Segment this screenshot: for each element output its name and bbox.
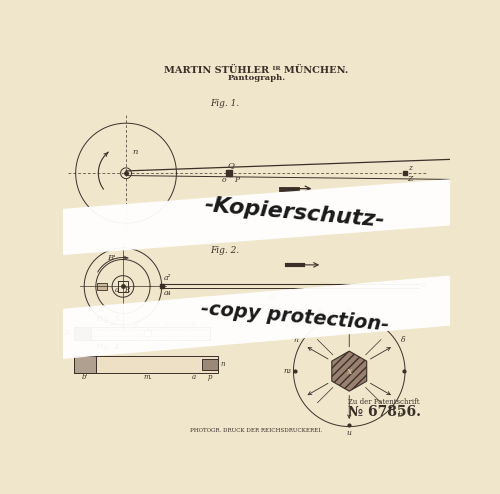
Text: Pantograph.: Pantograph.	[227, 74, 286, 82]
Text: u: u	[420, 281, 426, 289]
Text: a: a	[192, 373, 196, 381]
Text: PHOTOGR. DRUCK DER REICHSDRUCKEREI.: PHOTOGR. DRUCK DER REICHSDRUCKEREI.	[190, 428, 322, 433]
Text: p: p	[208, 373, 212, 381]
Text: -Kopierschutz-: -Kopierschutz-	[204, 196, 386, 231]
Text: p: p	[269, 291, 274, 300]
Text: n: n	[132, 148, 138, 156]
Polygon shape	[332, 351, 366, 391]
Bar	[202, 359, 218, 370]
Text: n: n	[220, 360, 225, 368]
Text: 16: 16	[62, 329, 71, 337]
Text: n: n	[293, 336, 298, 344]
Text: m.: m.	[144, 373, 152, 381]
Text: z: z	[408, 164, 412, 172]
Bar	[74, 327, 210, 339]
Text: δ: δ	[400, 336, 406, 344]
Text: R: R	[124, 286, 130, 293]
Text: Q: Q	[227, 162, 234, 169]
Text: Fig. 2.: Fig. 2.	[210, 246, 240, 255]
Text: a: a	[192, 320, 196, 328]
Text: Z: Z	[407, 175, 412, 183]
Text: a: a	[111, 320, 115, 328]
Bar	[74, 327, 91, 339]
Text: B': B'	[107, 254, 116, 262]
Text: Fig. 3.: Fig. 3.	[96, 315, 122, 323]
Text: Fig. 4.: Fig. 4.	[96, 343, 122, 351]
Bar	[74, 356, 96, 372]
Text: Zu der Patentschrift: Zu der Patentschrift	[348, 398, 420, 406]
Bar	[98, 283, 106, 290]
Text: n₂: n₂	[346, 305, 353, 314]
Text: o: o	[222, 176, 227, 184]
Text: № 67856.: № 67856.	[348, 405, 420, 419]
Text: n₃: n₃	[284, 367, 291, 375]
Text: Fig. 5.: Fig. 5.	[296, 309, 325, 318]
Text: a: a	[114, 286, 119, 293]
Text: x: x	[346, 367, 352, 375]
Text: P: P	[234, 176, 240, 184]
Text: b': b'	[82, 373, 88, 381]
Text: a²: a²	[164, 274, 172, 282]
Polygon shape	[55, 275, 458, 360]
Text: MARTIN STÜHLER ᴵᴿ MÜNCHEN.: MARTIN STÜHLER ᴵᴿ MÜNCHEN.	[164, 66, 348, 75]
Text: b: b	[397, 411, 402, 419]
Text: d: d	[134, 320, 138, 328]
Polygon shape	[55, 179, 458, 255]
Text: Fig. 1.: Fig. 1.	[210, 99, 240, 109]
Bar	[74, 356, 218, 372]
Text: -copy protection-: -copy protection-	[200, 299, 390, 335]
Text: r': r'	[164, 320, 170, 328]
Text: a₄: a₄	[164, 289, 172, 297]
Text: u: u	[347, 429, 352, 437]
